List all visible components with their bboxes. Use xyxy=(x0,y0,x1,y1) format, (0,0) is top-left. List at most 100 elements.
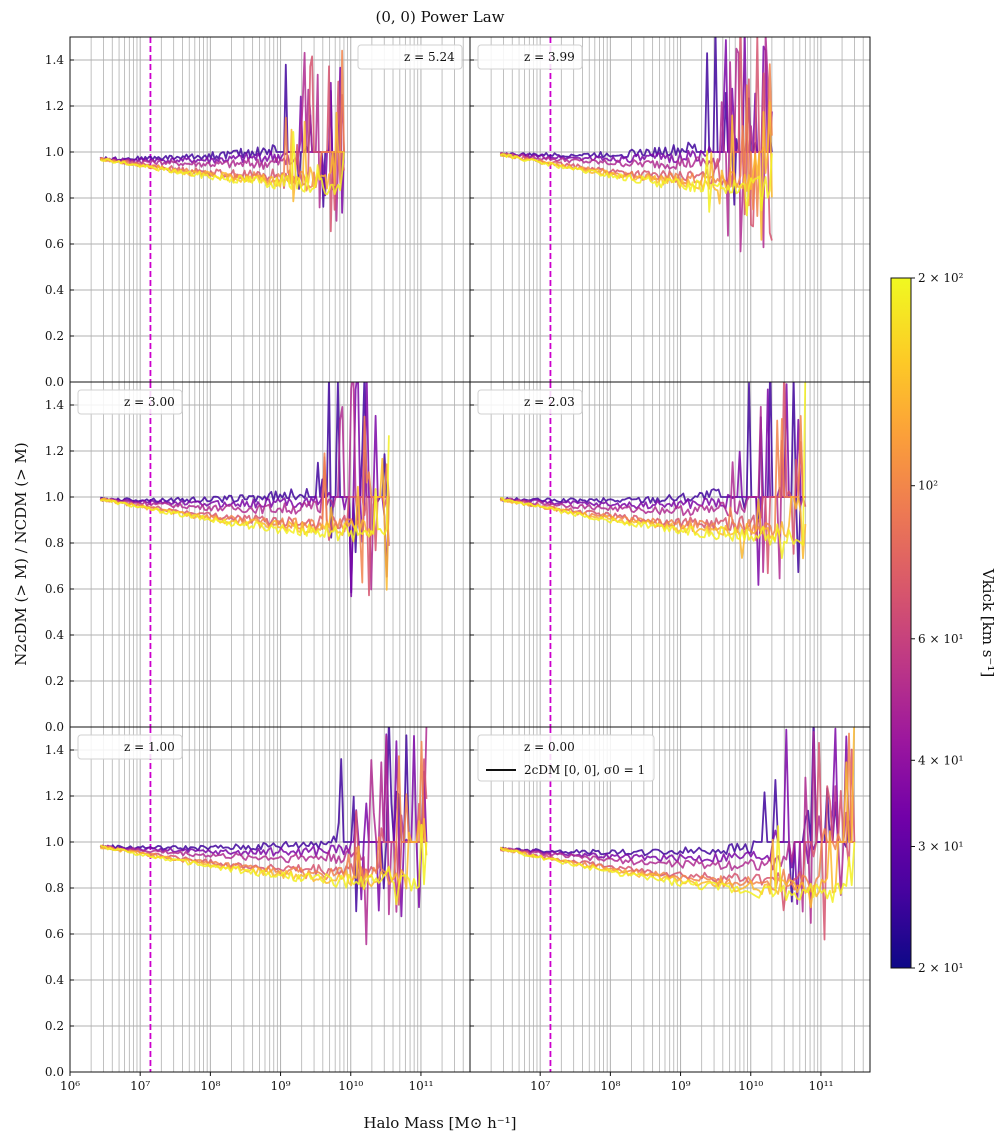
y-tick-label: 0.8 xyxy=(45,881,64,895)
series-line xyxy=(499,37,772,253)
colorbar-tick-label: 2 × 10² xyxy=(918,271,964,285)
series-line xyxy=(99,382,390,598)
legend: z = 3.99 xyxy=(477,44,583,70)
y-tick-label: 0.2 xyxy=(45,329,64,343)
legend-z-label: z = 1.00 xyxy=(124,740,175,754)
panels: 0.0 0.2 0.4 0.6 0.8 1.0 1.2 1.4 z = 5.24 z = 3.99… xyxy=(45,36,871,1093)
y-axis-label: N2cDM (> M) / NCDM (> M) xyxy=(12,442,30,665)
grid xyxy=(470,37,870,382)
chart-title: (0, 0) Power Law xyxy=(375,8,504,26)
y-tick-label: 1.4 xyxy=(45,53,64,67)
series-line xyxy=(499,731,855,924)
colorbar-tick-label: 6 × 10¹ xyxy=(918,632,963,646)
y-tick-label: 0.0 xyxy=(45,720,64,734)
x-axis-label: Halo Mass [M⊙ h⁻¹] xyxy=(363,1114,516,1132)
series-line xyxy=(100,727,428,946)
legend: z = 1.00 xyxy=(77,734,183,760)
series-line xyxy=(99,130,345,196)
x-tick-label: 10⁷ xyxy=(530,1079,550,1093)
y-tick-label: 0.0 xyxy=(45,375,64,389)
legend-z-label: z = 3.99 xyxy=(524,50,575,64)
y-tick-label: 1.2 xyxy=(45,99,64,113)
series-line xyxy=(100,435,390,543)
panel-3: 0.0 0.2 0.4 0.6 0.8 1.0 1.2 1.4 z = 3.00 xyxy=(45,381,471,734)
x-tick-label: 10¹¹ xyxy=(408,1079,433,1093)
legend-z-label: z = 5.24 xyxy=(404,50,455,64)
legend-z-label: z = 0.00 xyxy=(524,740,575,754)
y-tick-label: 0.6 xyxy=(45,237,64,251)
colorbar-tick-label: 10² xyxy=(918,479,938,493)
panel-frame xyxy=(469,726,871,1073)
x-tick-label: 10⁷ xyxy=(130,1079,150,1093)
legend-box xyxy=(77,389,183,415)
series-line xyxy=(99,382,389,591)
x-tick-label: 10¹¹ xyxy=(808,1079,833,1093)
legend: z = 2.03 xyxy=(477,389,583,415)
colorbar-tick-label: 2 × 10¹ xyxy=(918,961,963,975)
colorbar: 2 × 10² 10² 6 × 10¹ 4 × 10¹ 3 × 10¹ 2 × 10¹ V… xyxy=(890,271,996,975)
legend: z = 5.24 xyxy=(357,44,463,70)
series-line xyxy=(500,382,807,559)
legend-z-label: z = 3.00 xyxy=(124,395,175,409)
series-line xyxy=(500,405,806,580)
legend-box xyxy=(357,44,463,70)
panel-1: 0.0 0.2 0.4 0.6 0.8 1.0 1.2 1.4 z = 5.24 xyxy=(45,36,471,389)
panel-2: z = 3.99 xyxy=(469,36,871,383)
y-tick-label: 1.0 xyxy=(45,835,64,849)
x-tick-label: 10⁹ xyxy=(671,1079,691,1093)
y-tick-label: 1.4 xyxy=(45,743,64,757)
y-tick-label: 1.0 xyxy=(45,490,64,504)
series-line xyxy=(100,733,428,918)
x-tick-label: 10¹⁰ xyxy=(338,1079,363,1093)
y-tick-label: 1.0 xyxy=(45,145,64,159)
panel-6: 10⁷ 10⁸ 10⁹ 10¹⁰ 10¹¹ z = 0.00 2cDM [0, 0], σ0… xyxy=(469,726,871,1093)
colorbar-tick-label: 3 × 10¹ xyxy=(918,839,963,853)
x-tick-label: 10⁶ xyxy=(60,1079,80,1093)
grid xyxy=(470,382,870,727)
grid xyxy=(470,727,870,1072)
panel-5: 0.0 0.2 0.4 0.6 0.8 1.0 1.2 1.4 10⁶ 10⁷ 10⁸ 10⁹ 10¹⁰… xyxy=(45,726,471,1093)
series-group xyxy=(99,727,428,946)
colorbar-ticks: 2 × 10² 10² 6 × 10¹ 4 × 10¹ 3 × 10¹ 2 × 10¹ xyxy=(911,271,964,975)
series-line xyxy=(499,825,856,903)
y-tick-label: 0.6 xyxy=(45,927,64,941)
legend-box xyxy=(77,734,183,760)
x-tick-label: 10⁹ xyxy=(271,1079,291,1093)
grid xyxy=(70,727,470,1072)
y-tick-label: 0.6 xyxy=(45,582,64,596)
y-tick-label: 0.2 xyxy=(45,1019,64,1033)
y-tick-label: 0.0 xyxy=(45,1065,64,1079)
series-line xyxy=(99,823,428,906)
y-tick-label: 0.8 xyxy=(45,536,64,550)
legend-model-label: 2cDM [0, 0], σ0 = 1 xyxy=(524,763,645,777)
legend-box xyxy=(477,734,655,782)
series-line xyxy=(100,51,345,222)
y-tick-label: 1.4 xyxy=(45,398,64,412)
x-tick-label: 10¹⁰ xyxy=(738,1079,763,1093)
y-tick-label: 0.4 xyxy=(45,283,64,297)
panel-4: z = 2.03 xyxy=(469,381,871,728)
legend-box xyxy=(477,389,583,415)
y-tick-label: 0.8 xyxy=(45,191,64,205)
colorbar-tick-label: 4 × 10¹ xyxy=(918,753,963,767)
series-line xyxy=(499,101,773,241)
series-group xyxy=(99,49,345,233)
y-tick-label: 0.4 xyxy=(45,628,64,642)
legend-z-label: z = 2.03 xyxy=(524,395,575,409)
legend: z = 3.00 xyxy=(77,389,183,415)
legend-box xyxy=(477,44,583,70)
series-group xyxy=(99,382,390,598)
series-line xyxy=(100,740,427,885)
y-tick-label: 1.2 xyxy=(45,444,64,458)
series-group xyxy=(499,37,773,253)
legend: z = 0.00 2cDM [0, 0], σ0 = 1 xyxy=(477,734,655,782)
series-group xyxy=(499,727,856,941)
grid xyxy=(70,37,470,382)
grid xyxy=(70,382,470,727)
colorbar-label: Vkick [km s⁻¹] xyxy=(979,568,996,677)
x-tick-label: 10⁸ xyxy=(600,1079,620,1093)
colorbar-gradient xyxy=(890,277,912,969)
y-tick-label: 0.2 xyxy=(45,674,64,688)
series-line xyxy=(499,150,773,217)
